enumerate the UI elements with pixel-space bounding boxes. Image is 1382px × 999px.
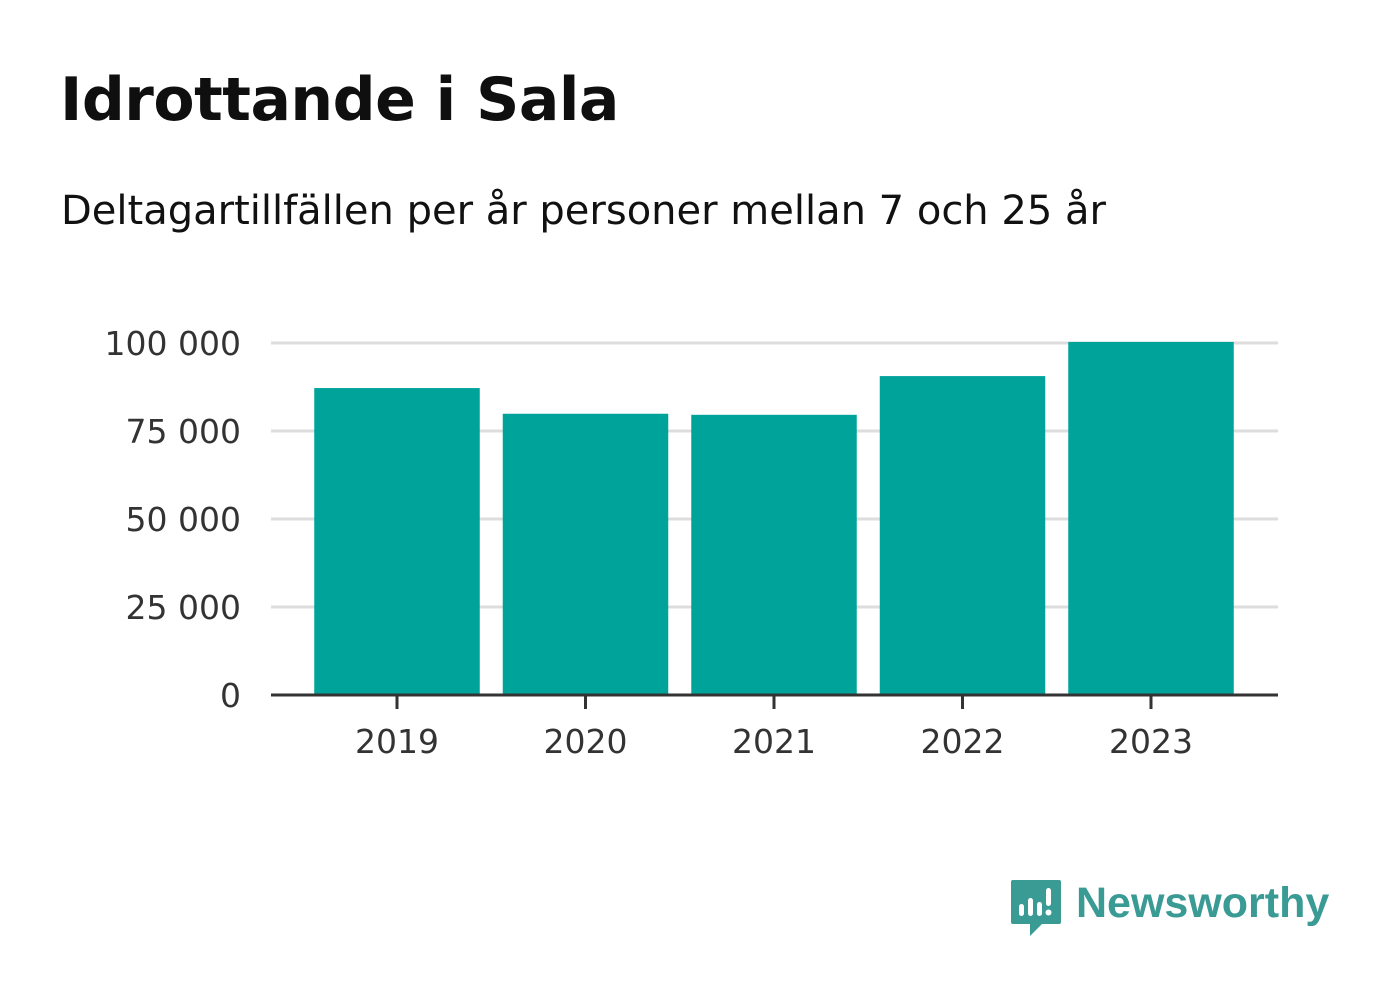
y-tick-label: 0 xyxy=(220,676,241,715)
x-tick-label: 2023 xyxy=(1109,722,1193,761)
bar-2020 xyxy=(502,413,669,695)
bars xyxy=(314,341,1234,695)
brand-logo: Newsworthy xyxy=(1010,878,1329,940)
x-tick-label: 2021 xyxy=(732,722,816,761)
bar-2019 xyxy=(314,388,480,695)
x-tick-label: 2020 xyxy=(544,722,628,761)
brand-name: Newsworthy xyxy=(1076,879,1330,927)
y-tick-label: 25 000 xyxy=(126,588,241,627)
bar-2023 xyxy=(1068,341,1234,695)
axes: 0 25 000 50 000 75 000 100 000 2019 2020 2021 20… xyxy=(105,324,1278,761)
newsworthy-logo-icon xyxy=(1011,880,1061,936)
y-tick-label: 100 000 xyxy=(105,324,241,363)
chart-subtitle: Deltagartillfällen per år personer mella… xyxy=(61,188,1106,234)
y-tick-label: 50 000 xyxy=(126,500,241,539)
x-tick-label: 2019 xyxy=(355,722,439,761)
x-tick-label: 2022 xyxy=(921,722,1005,761)
chart-title: Idrottande i Sala xyxy=(60,65,619,135)
y-tick-label: 75 000 xyxy=(126,412,241,451)
bar-2022 xyxy=(879,376,1046,695)
bar-2021 xyxy=(691,414,857,695)
